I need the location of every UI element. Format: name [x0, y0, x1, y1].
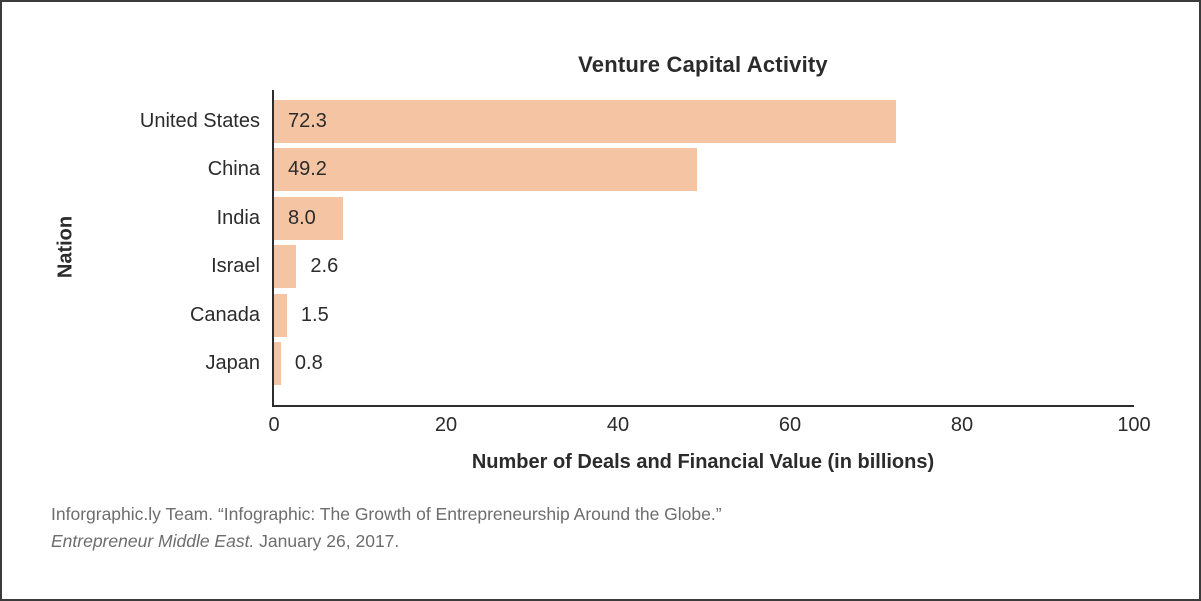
- bar-israel: [274, 245, 297, 288]
- bar-value-label: 8.0: [288, 207, 316, 229]
- citation-line-1: Inforgraphic.ly Team. “Infographic: The …: [51, 504, 722, 524]
- y-category-label: Israel: [211, 255, 260, 277]
- source-citation: Inforgraphic.ly Team. “Infographic: The …: [51, 501, 1051, 555]
- citation-source-italic: Entrepreneur Middle East.: [51, 531, 255, 551]
- bar-value-label: 0.8: [294, 352, 323, 374]
- y-category-label: China: [207, 158, 260, 180]
- bar-value-label: 2.6: [310, 255, 339, 277]
- y-category-labels: United States China India Israel Canada Japan: [2, 90, 260, 407]
- y-category-label: India: [216, 207, 260, 229]
- bar-united-states: [274, 100, 896, 143]
- plot-area: 72.3 49.2 8.0 2.6 1.5 0.8: [272, 90, 1134, 407]
- citation-line-2: Entrepreneur Middle East. January 26, 20…: [51, 528, 1051, 555]
- x-tick-label: 40: [606, 414, 630, 436]
- bar-value-label: 49.2: [288, 158, 327, 180]
- y-category-label: Japan: [205, 352, 261, 374]
- x-axis-title: Number of Deals and Financial Value (in …: [471, 451, 935, 473]
- bar-value-label: 72.3: [288, 110, 327, 132]
- bar-japan: [274, 342, 281, 385]
- bar-canada: [274, 294, 287, 337]
- bar-china: [274, 148, 698, 191]
- citation-date: January 26, 2017.: [254, 531, 400, 551]
- chart-title: Venture Capital Activity: [578, 52, 828, 77]
- x-tick-label: 0: [268, 414, 280, 436]
- x-axis-ticks: 0 20 40 60 80 100: [268, 414, 1150, 442]
- y-category-label: Canada: [189, 304, 260, 326]
- bar-india: [274, 197, 343, 240]
- x-tick-label: 60: [778, 414, 802, 436]
- x-tick-label: 20: [434, 414, 458, 436]
- bar-value-label: 1.5: [300, 304, 329, 326]
- x-tick-label: 80: [950, 414, 974, 436]
- y-category-label: United States: [139, 110, 260, 132]
- x-tick-label: 100: [1117, 414, 1151, 436]
